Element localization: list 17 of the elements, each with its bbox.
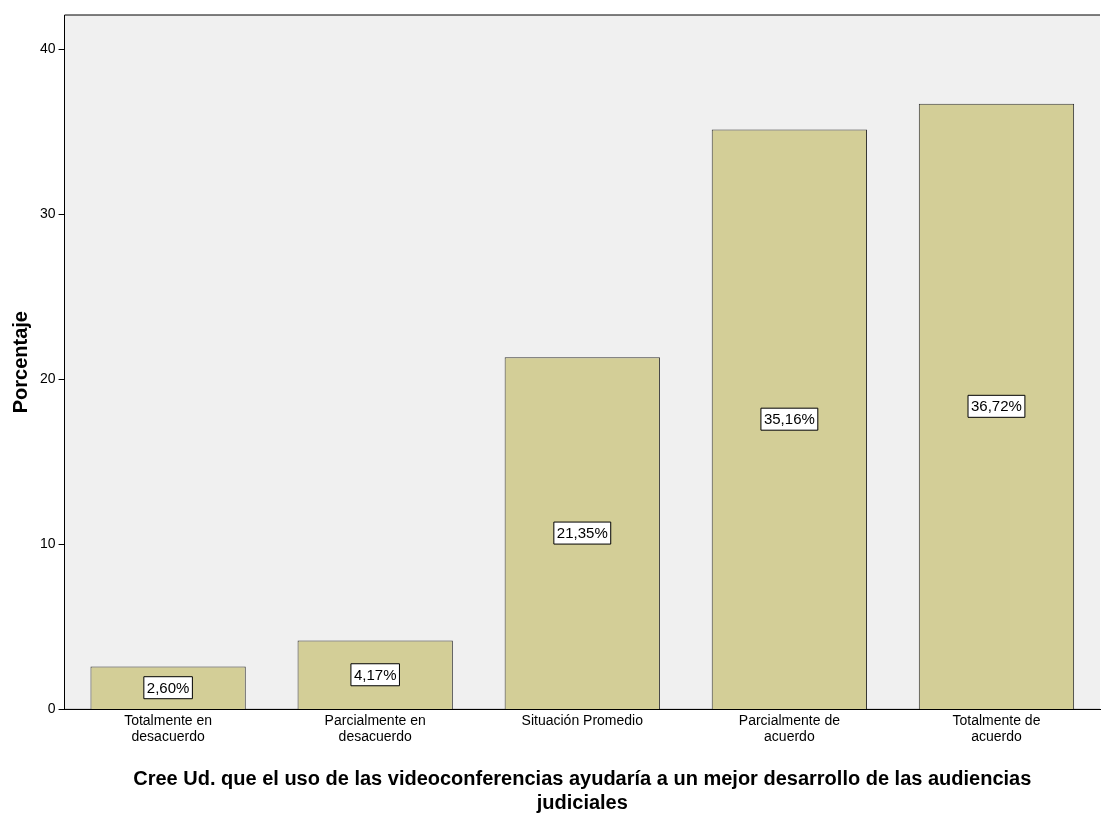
y-tick-label: 30 bbox=[39, 205, 56, 222]
x-tick-label: Parcialmente de acuerdo bbox=[738, 711, 841, 745]
data-label: 21,35% bbox=[556, 524, 608, 542]
data-label: 35,16% bbox=[763, 410, 815, 428]
x-tick-label: Totalmente de acuerdo bbox=[952, 711, 1041, 745]
y-axis-title: Porcentaje bbox=[8, 311, 31, 414]
x-tick-label: Totalmente en desacuerdo bbox=[124, 711, 213, 745]
y-tick-label: 0 bbox=[47, 700, 56, 717]
y-tick-label: 10 bbox=[39, 535, 56, 552]
data-label: 2,60% bbox=[146, 678, 190, 696]
data-label: 36,72% bbox=[971, 397, 1022, 415]
data-label: 4,17% bbox=[353, 665, 397, 683]
x-tick-label: Situación Promedio bbox=[521, 711, 644, 728]
y-tick-label: 40 bbox=[39, 40, 56, 57]
y-tick-label: 20 bbox=[39, 370, 56, 387]
x-tick-label: Parcialmente en desacuerdo bbox=[324, 711, 426, 745]
x-axis-title: Cree Ud. que el uso de las videoconferencias ayudaría a un mejor desarrollo de las audiencias judiciales bbox=[133, 766, 1032, 813]
